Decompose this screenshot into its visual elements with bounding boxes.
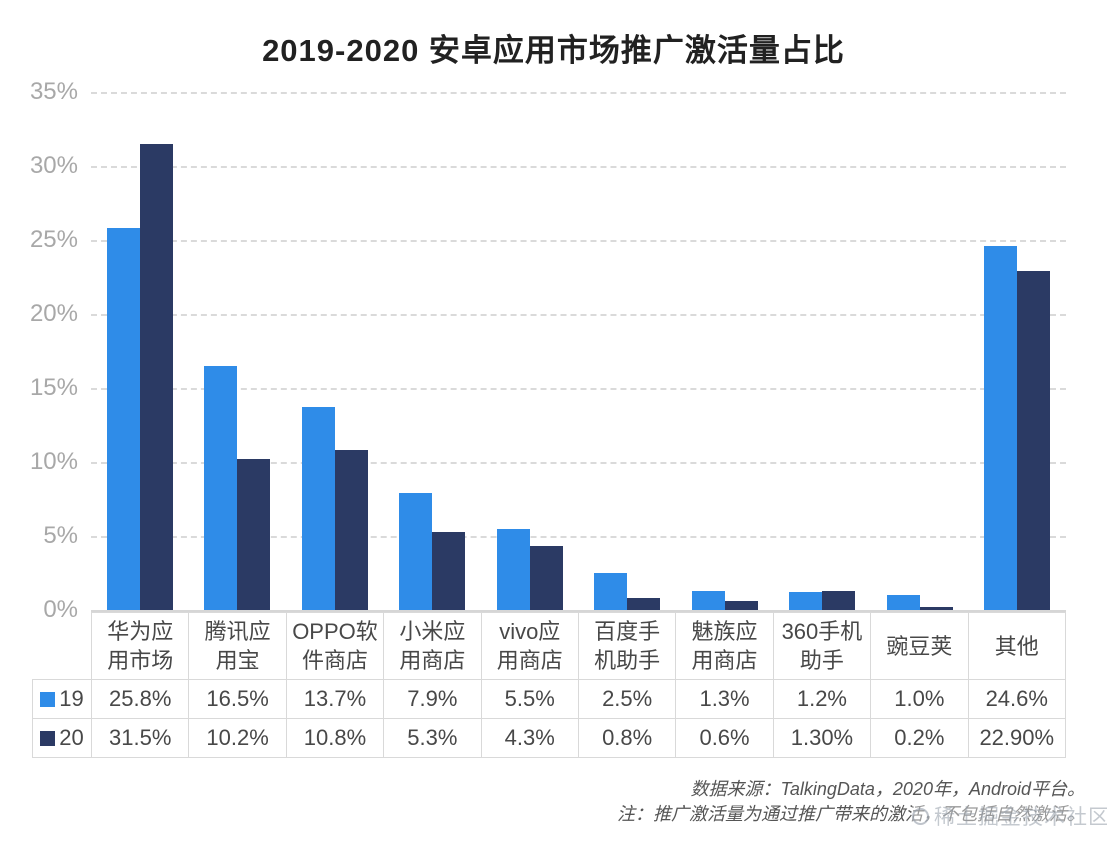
bar-20	[724, 601, 758, 610]
bar-group	[579, 92, 677, 610]
gridline-5	[91, 536, 1066, 538]
value-cell: 7.9%	[383, 679, 482, 719]
table-row-19: 19 25.8% 16.5% 13.7% 7.9% 5.5% 2.5% 1.3% 1.2% 1.0…	[32, 679, 1067, 719]
bar-group	[774, 92, 872, 610]
data-table: 华为应 用市场 腾讯应 用宝 OPPO软 件商店 小米应 用商店 vivo应 用商店 百度…	[32, 612, 1067, 758]
category-header-cell: 百度手 机助手	[577, 612, 677, 680]
bar-20	[1017, 271, 1051, 610]
bar-20	[529, 546, 563, 610]
bar-19	[789, 592, 823, 610]
value-cell: 0.6%	[675, 718, 774, 758]
category-header-cell: 小米应 用商店	[383, 612, 482, 680]
bar-19	[984, 245, 1018, 610]
x-axis-line	[91, 610, 1066, 612]
bar-20	[432, 531, 466, 610]
bar-20	[822, 590, 856, 610]
y-axis-label: 0%	[43, 596, 78, 623]
gridline-35	[91, 92, 1066, 94]
legend-label: 20	[59, 725, 84, 750]
bar-group	[91, 92, 189, 610]
value-cell: 4.3%	[480, 718, 579, 758]
footer: 数据来源：TalkingData，2020年，Android平台。 注：推广激活…	[617, 777, 1085, 827]
gridline-30	[91, 166, 1066, 168]
gridline-20	[91, 314, 1066, 316]
category-header-cell: 魅族应 用商店	[675, 612, 774, 680]
value-cell: 13.7%	[285, 679, 385, 719]
value-cell: 5.5%	[480, 679, 579, 719]
value-cell: 1.30%	[772, 718, 872, 758]
y-axis-label: 15%	[29, 374, 78, 401]
bar-20	[627, 598, 661, 610]
bar-19	[106, 228, 140, 610]
legend-swatch-icon	[40, 692, 56, 707]
y-axis-label: 5%	[43, 522, 78, 549]
watermark-logo-icon	[912, 807, 929, 825]
bar-19	[496, 528, 530, 610]
bar-group	[871, 92, 969, 610]
legend-swatch-icon	[40, 731, 56, 746]
bar-19	[691, 590, 725, 610]
bar-19	[301, 407, 335, 610]
table-corner-cell	[33, 613, 92, 680]
y-axis-label: 30%	[29, 152, 78, 179]
value-cell: 10.8%	[285, 718, 385, 758]
y-axis-label: 20%	[29, 300, 78, 327]
category-header-cell: 华为应 用市场	[90, 612, 190, 680]
legend-label: 19	[59, 686, 84, 711]
plot-area: 0% 5% 10% 15% 20% 25% 30% 35%	[30, 78, 1067, 623]
value-cell: 0.8%	[577, 718, 677, 758]
watermark: 稀土掘金技术社区	[912, 801, 1107, 831]
value-cell: 5.3%	[383, 718, 482, 758]
value-cell: 1.3%	[675, 679, 774, 719]
bar-20	[334, 450, 368, 610]
category-header-cell: OPPO软 件商店	[285, 612, 385, 680]
source-note: 数据来源：TalkingData，2020年，Android平台。	[690, 779, 1085, 799]
bar-group	[969, 92, 1067, 610]
bar-group	[189, 92, 287, 610]
bar-19	[204, 365, 238, 610]
bar-group	[676, 92, 774, 610]
y-axis-label: 35%	[29, 78, 78, 105]
value-cell: 0.2%	[870, 718, 969, 758]
value-cell: 22.90%	[967, 718, 1067, 758]
value-cell: 10.2%	[188, 718, 287, 758]
legend-cell: 20	[32, 718, 92, 758]
gridline-10	[91, 462, 1066, 464]
footnote: 注：推广激活量为通过推广带来的激活，不包括自然激活。	[617, 804, 1085, 824]
category-header-cell: 360手机 助手	[772, 612, 872, 680]
category-header-cell: vivo应 用商店	[480, 612, 579, 680]
watermark-text: 稀土掘金技术社区	[934, 806, 1107, 829]
value-cell: 31.5%	[90, 718, 190, 758]
bar-group	[384, 92, 482, 610]
bar-20	[139, 143, 173, 610]
value-cell: 1.0%	[870, 679, 969, 719]
category-header-cell: 豌豆荚	[870, 612, 969, 680]
table-body: 华为应 用市场 腾讯应 用宝 OPPO软 件商店 小米应 用商店 vivo应 用商店 百度…	[32, 612, 1067, 758]
bar-20	[919, 607, 953, 610]
legend-cell: 19	[32, 679, 92, 719]
chart-title: 2019-2020 安卓应用市场推广激活量占比	[262, 33, 845, 68]
y-axis-label: 25%	[29, 226, 78, 253]
value-cell: 25.8%	[90, 679, 190, 719]
bar-20	[237, 459, 271, 610]
value-cell: 24.6%	[967, 679, 1067, 719]
category-header-cell: 其他	[967, 612, 1067, 680]
bar-19	[594, 573, 628, 610]
category-header-cell: 腾讯应 用宝	[188, 612, 287, 680]
bar-group	[481, 92, 579, 610]
bar-19	[399, 493, 433, 610]
y-axis-label: 10%	[29, 448, 78, 475]
bar-group	[286, 92, 384, 610]
gridline-25	[91, 240, 1066, 242]
bar-19	[886, 595, 920, 610]
value-cell: 1.2%	[772, 679, 872, 719]
table-row-20: 20 31.5% 10.2% 10.8% 5.3% 4.3% 0.8% 0.6% 1.30% 0.…	[32, 718, 1067, 758]
value-cell: 16.5%	[188, 679, 287, 719]
value-cell: 2.5%	[577, 679, 677, 719]
gridline-15	[91, 388, 1066, 390]
table-header-row: 华为应 用市场 腾讯应 用宝 OPPO软 件商店 小米应 用商店 vivo应 用商店 百度…	[33, 612, 1067, 680]
